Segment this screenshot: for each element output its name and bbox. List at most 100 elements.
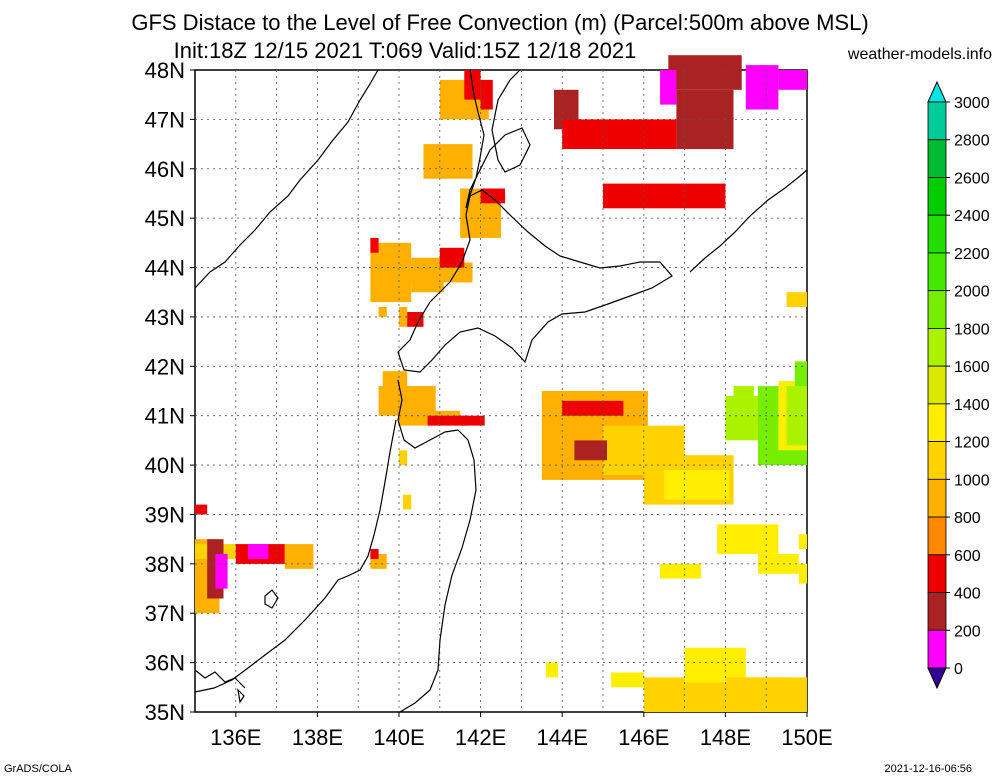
sakhalin-coast (465, 69, 531, 209)
lon-label: 138E (292, 725, 343, 750)
field-cell (603, 183, 726, 209)
hokkaido-coast (397, 189, 673, 373)
honshu-coast (397, 379, 477, 713)
field-cell (660, 563, 701, 579)
lat-label: 48N (145, 58, 185, 83)
coastlines (194, 69, 808, 713)
lat-label: 44N (145, 256, 185, 281)
colorbar-label: 1200 (954, 435, 990, 452)
chart-title: GFS Distace to the Level of Free Convect… (131, 10, 869, 35)
lon-label: 140E (373, 725, 424, 750)
colorbar-swatch (927, 139, 947, 178)
colorbar-label: 1600 (954, 359, 990, 376)
colorbar-label: 3000 (954, 95, 990, 112)
colorbar-label: 2200 (954, 246, 990, 263)
field-cell (786, 292, 807, 307)
colorbar-label: 1800 (954, 321, 990, 338)
field-cell (370, 549, 379, 559)
colorbar-swatch (927, 554, 947, 593)
field-cell (794, 361, 807, 387)
colorbar-swatch (927, 403, 947, 443)
colorbar-label: 2400 (954, 208, 990, 225)
field-cell (399, 307, 408, 327)
honshu-west-coast (194, 419, 397, 693)
field-cell (611, 672, 644, 688)
korea-coast (194, 669, 246, 689)
site-credit: weather-models.info (847, 46, 992, 63)
colorbar-swatch (927, 441, 947, 480)
lat-label: 37N (145, 601, 185, 626)
colorbar-swatch (927, 252, 947, 292)
colorbar-swatch (927, 592, 947, 631)
field-cell (403, 494, 412, 510)
field-cell (460, 415, 485, 426)
lat-label: 39N (145, 502, 185, 527)
lon-label: 148E (700, 725, 751, 750)
colorbar-swatch (927, 478, 947, 518)
chart-subtitle: Init:18Z 12/15 2021 T:069 Valid:15Z 12/1… (173, 38, 637, 63)
colorbar-swatch (927, 214, 947, 254)
field-cell (423, 144, 473, 179)
lat-label: 38N (145, 552, 185, 577)
colorbar-label: 800 (954, 510, 981, 527)
mainland-coast (194, 69, 379, 289)
field-cell (427, 415, 469, 426)
colorbar-label: 200 (954, 623, 981, 640)
colorbar-label: 2000 (954, 284, 990, 301)
field-cell (378, 307, 387, 317)
field-cell (439, 247, 465, 268)
colorbar-label: 400 (954, 586, 981, 603)
colorbar-label: 1000 (954, 472, 990, 489)
colorbar-label: 0 (954, 661, 963, 678)
field-cell (717, 524, 779, 554)
field-cell (684, 647, 746, 683)
field-cell (480, 79, 493, 110)
field-cell (574, 440, 607, 461)
lat-label: 41N (145, 404, 185, 429)
colorbar-swatch (927, 365, 947, 405)
field-cell (480, 188, 506, 204)
field-cell (562, 400, 624, 416)
field-cell (195, 504, 208, 515)
field-cell (778, 70, 807, 90)
colorbar-label: 2600 (954, 170, 990, 187)
field-cell (399, 450, 408, 466)
lat-label: 35N (145, 700, 185, 725)
footer-right: 2021-12-16-06:56 (884, 763, 972, 775)
field-cell (545, 662, 559, 678)
lon-label: 144E (537, 725, 588, 750)
lon-label: 150E (781, 725, 832, 750)
lat-label: 45N (145, 206, 185, 231)
field-cell (668, 55, 742, 90)
colorbar-top-arrow (927, 80, 947, 103)
lon-label: 142E (455, 725, 506, 750)
colorbar-swatch (927, 327, 947, 367)
colorbar-swatch (927, 101, 947, 141)
footer-left: GrADS/COLA (4, 763, 72, 775)
lon-label: 146E (618, 725, 669, 750)
field-cell (745, 65, 779, 110)
field-cell (215, 554, 228, 589)
colorbar: 3000280026002400220020001800160014001200… (927, 80, 990, 690)
field-cell (378, 386, 436, 416)
colorbar-label: 600 (954, 548, 981, 565)
longitude-labels: 136E 138E 140E 142E 144E 146E 148E 150E (210, 712, 833, 750)
lat-label: 43N (145, 305, 185, 330)
grid-lines (195, 70, 807, 712)
field-cell (562, 119, 677, 149)
lat-label: 36N (145, 651, 185, 676)
lat-label: 46N (145, 157, 185, 182)
lat-label: 47N (145, 107, 185, 132)
field-cell (407, 312, 424, 327)
field-cell (664, 470, 730, 500)
field-cell (660, 70, 677, 105)
field-cell (798, 534, 807, 549)
field-cell (382, 371, 408, 391)
colorbar-swatch (927, 629, 947, 669)
field-cell (411, 257, 444, 293)
field-cell (248, 544, 269, 559)
lat-label: 40N (145, 453, 185, 478)
colorbar-swatch (927, 516, 947, 556)
lat-label: 42N (145, 354, 185, 379)
